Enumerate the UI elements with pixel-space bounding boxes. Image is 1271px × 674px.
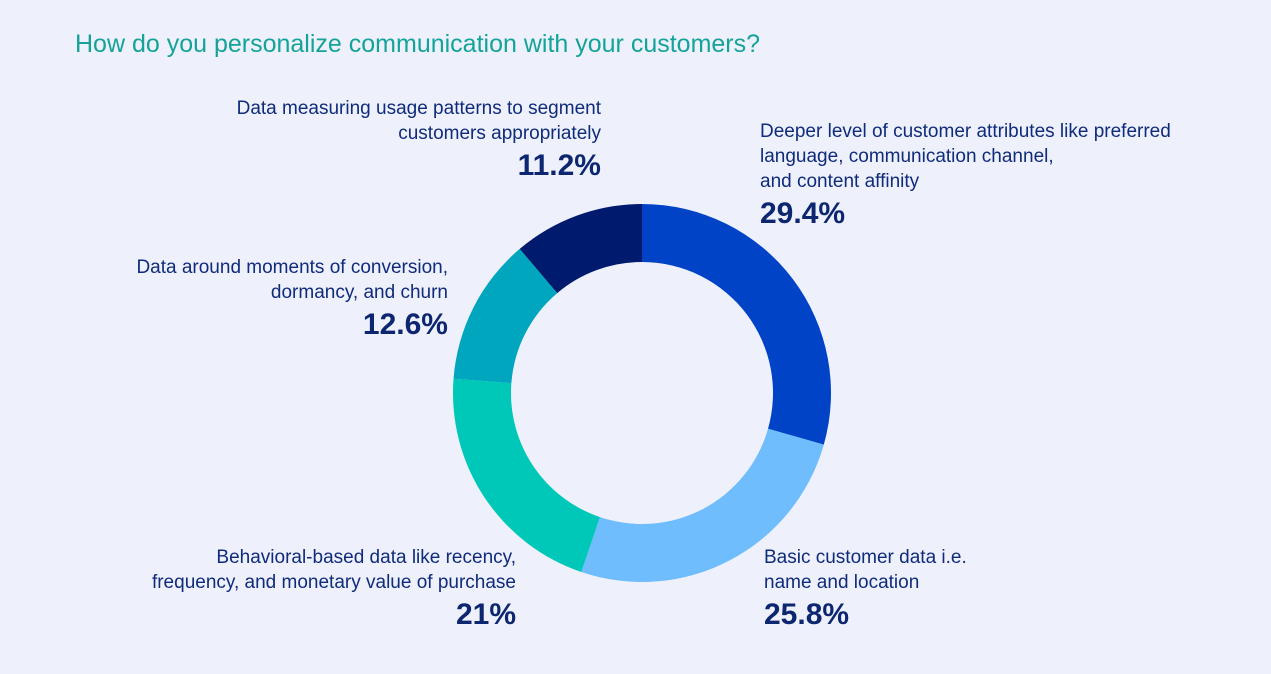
label-usage-line1: Data measuring usage patterns to segment xyxy=(236,98,601,119)
donut-slice-1 xyxy=(642,204,832,445)
label-basic-pct: 25.8% xyxy=(764,598,850,631)
label-basic-line1: Basic customer data i.e. xyxy=(764,547,967,568)
donut-slice-3 xyxy=(453,378,600,573)
donut-slice-4 xyxy=(453,248,558,384)
label-behavioral-pct: 21% xyxy=(455,598,516,631)
chart-title: How do you personalize communication wit… xyxy=(75,30,761,58)
label-conversion-churn: Data around moments of conversion, dorma… xyxy=(136,255,448,343)
donut-slice-2 xyxy=(581,428,824,583)
label-deeper-pct: 29.4% xyxy=(760,197,846,230)
label-conversion-line2: dormancy, and churn xyxy=(270,282,448,303)
label-deeper-line1: Deeper level of customer attributes like… xyxy=(760,121,1171,142)
label-usage-pct: 11.2% xyxy=(517,149,601,182)
label-basic-data: Basic customer data i.e. name and locati… xyxy=(764,545,967,633)
label-conversion-line1: Data around moments of conversion, xyxy=(136,257,448,278)
label-deeper-line2: language, communication channel, xyxy=(760,146,1054,167)
label-behavioral: Behavioral-based data like recency, freq… xyxy=(152,545,516,633)
label-behavioral-line1: Behavioral-based data like recency, xyxy=(216,547,516,568)
label-deeper-attributes: Deeper level of customer attributes like… xyxy=(760,119,1171,232)
label-usage-patterns: Data measuring usage patterns to segment… xyxy=(237,96,601,184)
label-basic-line2: name and location xyxy=(764,572,920,593)
label-usage-line2: customers appropriately xyxy=(398,123,601,144)
label-deeper-line3: and content affinity xyxy=(760,171,920,192)
label-conversion-pct: 12.6% xyxy=(362,308,448,341)
label-behavioral-line2: frequency, and monetary value of purchas… xyxy=(151,572,516,593)
donut-slice-5 xyxy=(519,204,642,294)
